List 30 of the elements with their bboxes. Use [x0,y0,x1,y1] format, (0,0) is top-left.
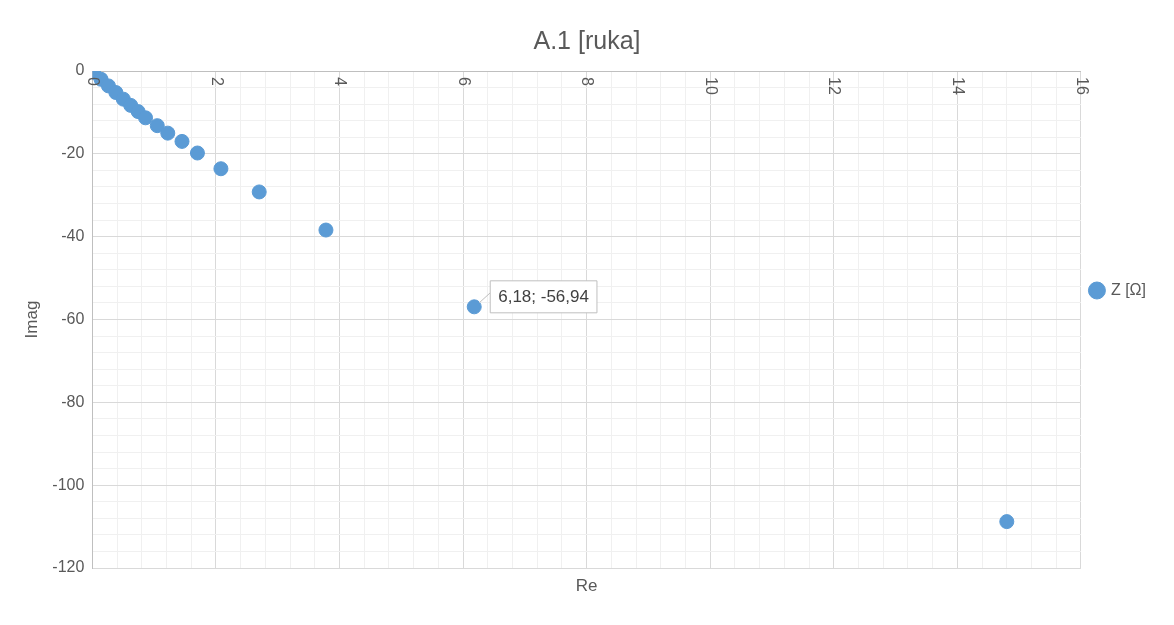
point [251,184,267,200]
x-tick-label: 4 [332,77,350,86]
y-tick-label: -120 [52,558,85,576]
x-tick-label: 12 [826,77,844,95]
point [138,110,154,126]
point [189,145,205,161]
x-tick-label: 6 [455,77,473,86]
x-tick-label: 2 [208,77,226,86]
point [149,118,165,134]
point [174,133,190,149]
y-axis-title: Imag [21,300,41,339]
y-tick-label: -60 [61,309,85,327]
x-tick-label: 0 [84,77,102,86]
x-tick-label: 16 [1073,77,1091,95]
point [999,514,1015,530]
y-tick-label: -100 [52,475,85,493]
data-label: 6,18; -56,94 [498,286,589,306]
point [213,161,229,177]
point [160,125,176,141]
x-tick-label: 8 [579,77,597,86]
point [318,222,334,238]
legend-label: Z [Ω] [1110,280,1147,298]
point [466,299,482,315]
x-axis-title: Re [575,576,598,596]
y-tick-label: -40 [61,227,85,245]
x-tick-label: 10 [702,77,720,95]
y-tick-label: -80 [61,392,85,410]
chart-title: A.1 [ruka] [533,25,641,54]
x-tick-label: 14 [949,77,967,95]
y-tick-label: -20 [61,144,85,162]
